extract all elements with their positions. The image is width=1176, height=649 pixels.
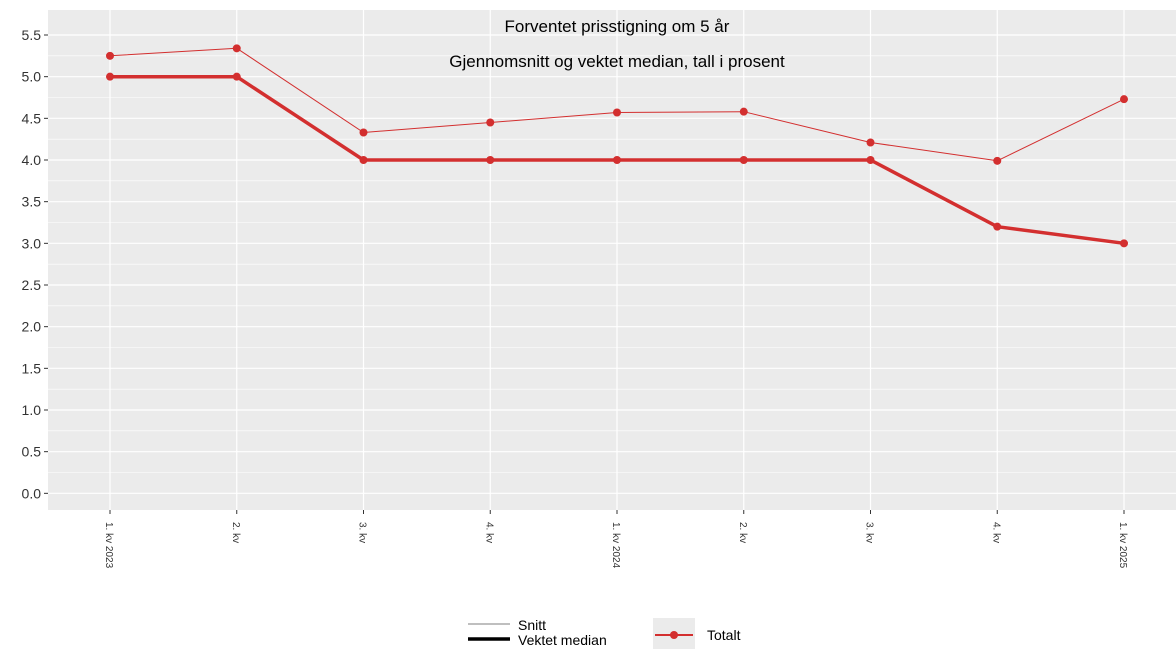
data-point-snitt: [106, 51, 114, 60]
y-tick-label: 1.5: [22, 360, 42, 376]
data-point-snitt: [993, 156, 1002, 165]
data-point-vektet-median: [866, 156, 875, 164]
x-tick-label: 3. kv: [864, 522, 875, 543]
legend-vektet-median-label: Vektet median: [518, 632, 607, 648]
y-tick-label: 2.0: [22, 319, 42, 335]
legend-linetype: Snitt Vektet median: [468, 617, 607, 648]
y-tick-label: 5.5: [22, 27, 42, 43]
x-tick-label: 2. kv: [737, 522, 748, 543]
legend-color: Totalt: [653, 618, 741, 649]
y-axis-ticks: 0.0 0.5 1.0 1.5 2.0 2.5 3.0 3.5 4.0 4.5 5.0 5.5: [22, 27, 48, 501]
y-tick-label: 5.0: [22, 69, 42, 85]
data-point-vektet-median: [613, 156, 621, 164]
data-point-snitt: [613, 108, 621, 117]
x-tick-label: 2. kv: [230, 522, 241, 543]
x-tick-label: 1. kv 2025: [1117, 522, 1128, 569]
grid-lines: [48, 10, 1176, 510]
x-tick-label: 4. kv: [483, 522, 494, 543]
legend: Snitt Vektet median Totalt: [468, 617, 741, 649]
chart-title: Forventet prisstigning om 5 år: [505, 17, 730, 36]
data-point-vektet-median: [739, 156, 748, 164]
x-tick-label: 3. kv: [357, 522, 368, 543]
y-tick-label: 4.0: [22, 152, 42, 168]
y-tick-label: 3.0: [22, 235, 42, 251]
data-point-snitt: [866, 138, 875, 147]
y-tick-label: 2.5: [22, 277, 42, 293]
data-point-vektet-median: [993, 222, 1002, 231]
data-point-snitt: [232, 44, 241, 53]
data-point-vektet-median: [232, 72, 241, 81]
data-point-snitt: [359, 128, 368, 137]
legend-totalt-point: [670, 631, 678, 639]
legend-snitt-label: Snitt: [518, 617, 546, 633]
x-axis-ticks: 1. kv 2023 2. kv 3. kv 4. kv 1. kv 2024 2. kv…: [103, 510, 1128, 569]
legend-totalt-label: Totalt: [707, 627, 741, 643]
y-tick-label: 1.0: [22, 402, 42, 418]
x-tick-label: 1. kv 2023: [103, 522, 114, 569]
plot-panel: [48, 10, 1176, 510]
data-point-snitt: [1120, 95, 1128, 104]
y-tick-label: 0.0: [22, 485, 42, 501]
x-tick-label: 4. kv: [990, 522, 1001, 543]
x-tick-label: 1. kv 2024: [610, 522, 621, 569]
data-point-snitt: [486, 118, 495, 127]
data-point-snitt: [739, 107, 748, 116]
y-tick-label: 3.5: [22, 194, 42, 210]
data-point-vektet-median: [1120, 239, 1128, 248]
chart-subtitle: Gjennomsnitt og vektet median, tall i pr…: [449, 52, 785, 71]
series-lines: [106, 44, 1128, 248]
data-point-vektet-median: [486, 156, 495, 164]
y-tick-label: 4.5: [22, 110, 42, 126]
y-tick-label: 0.5: [22, 444, 42, 460]
data-point-vektet-median: [106, 72, 114, 81]
data-point-vektet-median: [359, 156, 368, 164]
